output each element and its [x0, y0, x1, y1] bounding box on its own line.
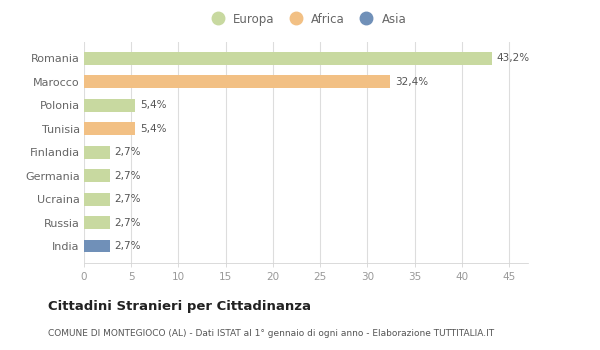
Bar — [84, 52, 492, 65]
Bar — [84, 122, 135, 135]
Bar — [84, 99, 135, 112]
Text: 5,4%: 5,4% — [140, 100, 166, 110]
Text: 2,7%: 2,7% — [114, 241, 141, 251]
Bar — [84, 76, 390, 88]
Text: 43,2%: 43,2% — [497, 54, 530, 63]
Text: 2,7%: 2,7% — [114, 147, 141, 157]
Bar — [84, 240, 110, 252]
Text: 2,7%: 2,7% — [114, 171, 141, 181]
Text: COMUNE DI MONTEGIOCO (AL) - Dati ISTAT al 1° gennaio di ogni anno - Elaborazione: COMUNE DI MONTEGIOCO (AL) - Dati ISTAT a… — [48, 329, 494, 338]
Text: 2,7%: 2,7% — [114, 194, 141, 204]
Bar — [84, 146, 110, 159]
Legend: Europa, Africa, Asia: Europa, Africa, Asia — [206, 13, 406, 26]
Text: 5,4%: 5,4% — [140, 124, 166, 134]
Text: 2,7%: 2,7% — [114, 218, 141, 228]
Text: 32,4%: 32,4% — [395, 77, 428, 87]
Bar — [84, 193, 110, 205]
Bar — [84, 216, 110, 229]
Text: Cittadini Stranieri per Cittadinanza: Cittadini Stranieri per Cittadinanza — [48, 300, 311, 313]
Bar — [84, 169, 110, 182]
